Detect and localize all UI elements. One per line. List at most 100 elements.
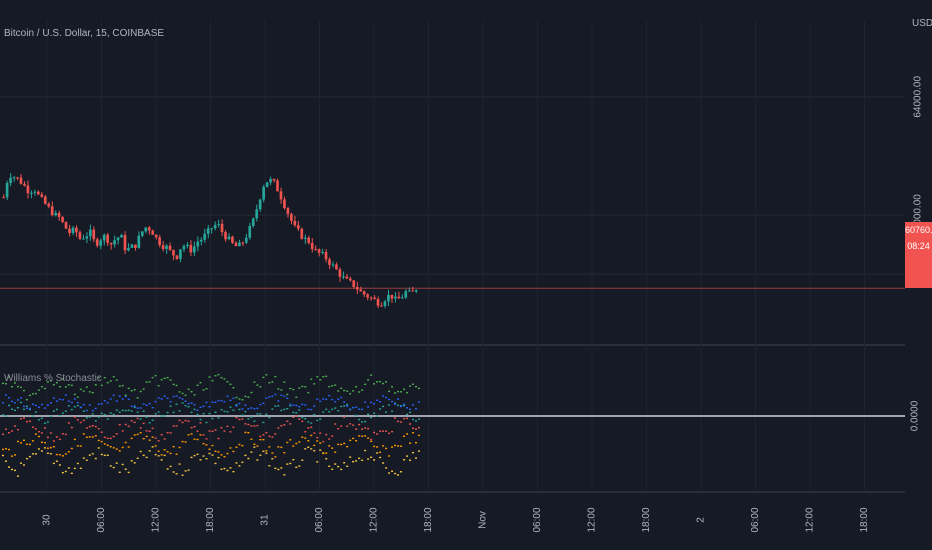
indicator-dot bbox=[349, 393, 352, 395]
indicator-dot bbox=[358, 418, 361, 421]
candle-body bbox=[407, 290, 411, 292]
indicator-dot bbox=[31, 453, 34, 455]
indicator-dot bbox=[343, 405, 346, 407]
candle-body bbox=[12, 177, 16, 179]
indicator-dot bbox=[82, 403, 85, 406]
indicator-dot bbox=[109, 398, 112, 400]
indicator-dot bbox=[145, 381, 148, 383]
indicator-dot bbox=[304, 448, 307, 450]
indicator-dot bbox=[163, 449, 166, 451]
x-tick-label: Nov bbox=[478, 511, 489, 529]
indicator-dot bbox=[40, 403, 43, 406]
indicator-dot bbox=[58, 464, 61, 466]
indicator-dot bbox=[151, 436, 154, 438]
indicator-dot bbox=[100, 403, 103, 405]
indicator-dot bbox=[61, 455, 64, 457]
indicator-dot bbox=[67, 467, 70, 469]
indicator-dot bbox=[19, 462, 22, 464]
indicator-dot bbox=[67, 384, 70, 386]
candle-body bbox=[414, 290, 418, 292]
indicator-dot bbox=[157, 411, 160, 413]
candle-body bbox=[335, 264, 338, 270]
indicator-dot bbox=[133, 389, 136, 391]
indicator-dot bbox=[253, 425, 256, 427]
indicator-dot bbox=[115, 462, 118, 464]
indicator-dot bbox=[91, 413, 94, 415]
indicator-dot bbox=[319, 432, 322, 434]
indicator-dot bbox=[28, 455, 31, 458]
indicator-dot bbox=[58, 386, 61, 388]
indicator-dot bbox=[235, 396, 238, 399]
indicator-dot bbox=[352, 437, 355, 440]
indicator-dot bbox=[223, 430, 226, 432]
indicator-dot bbox=[43, 407, 46, 409]
indicator-dot bbox=[79, 445, 82, 447]
indicator-dot bbox=[106, 437, 109, 440]
indicator-dot bbox=[244, 431, 247, 434]
candle-body bbox=[43, 196, 47, 204]
indicator-dot bbox=[337, 390, 340, 392]
indicator-dot bbox=[397, 398, 400, 400]
indicator-dot bbox=[274, 467, 277, 470]
indicator-dot bbox=[376, 399, 379, 401]
indicator-dot bbox=[82, 419, 85, 422]
candle-body bbox=[134, 244, 137, 248]
indicator-dot bbox=[364, 383, 367, 386]
indicator-dot bbox=[34, 453, 37, 455]
candle-body bbox=[290, 213, 293, 221]
indicator-dot bbox=[28, 420, 31, 422]
candle-body bbox=[366, 294, 369, 298]
indicator-dot bbox=[334, 407, 337, 409]
indicator-dot bbox=[373, 459, 376, 461]
candle-body bbox=[99, 240, 103, 246]
indicator-dot bbox=[256, 459, 259, 461]
indicator-dot bbox=[283, 474, 286, 476]
indicator-dot bbox=[100, 412, 103, 415]
indicator-dot bbox=[370, 440, 373, 443]
indicator-dot bbox=[37, 406, 40, 409]
indicator-dot bbox=[400, 405, 403, 408]
indicator-dot bbox=[331, 435, 334, 437]
indicator-dot bbox=[97, 427, 100, 430]
indicator-dot bbox=[28, 443, 31, 446]
indicator-dot bbox=[301, 416, 304, 419]
indicator-dot bbox=[139, 427, 142, 429]
indicator-dot bbox=[172, 471, 175, 473]
indicator-dot bbox=[310, 378, 313, 380]
indicator-dot bbox=[349, 423, 352, 425]
indicator-dot bbox=[247, 432, 250, 434]
indicator-dot bbox=[73, 406, 76, 408]
indicator-dot bbox=[316, 436, 319, 439]
indicator-dot bbox=[334, 401, 337, 403]
indicator-dot bbox=[148, 403, 151, 405]
indicator-dot bbox=[202, 405, 205, 408]
candle-body bbox=[116, 237, 120, 241]
indicator-dot bbox=[4, 383, 7, 385]
candle-body bbox=[220, 223, 224, 233]
indicator-dot bbox=[217, 456, 220, 459]
indicator-dot bbox=[298, 387, 301, 389]
indicator-dot bbox=[397, 474, 400, 476]
indicator-dot bbox=[130, 410, 133, 412]
indicator-dot bbox=[178, 397, 181, 399]
indicator-dot bbox=[406, 391, 409, 394]
indicator-dot bbox=[352, 424, 355, 426]
indicator-dot bbox=[64, 453, 67, 455]
indicator-dot bbox=[253, 446, 256, 448]
indicator-dot bbox=[373, 403, 376, 405]
indicator-dot bbox=[145, 435, 148, 438]
indicator-dot bbox=[403, 388, 406, 390]
indicator-dot bbox=[148, 381, 151, 383]
indicator-dot bbox=[169, 465, 172, 468]
indicator-dot bbox=[73, 398, 76, 400]
indicator-dot bbox=[49, 446, 52, 449]
candle-body bbox=[92, 229, 96, 240]
candle-body bbox=[95, 239, 99, 246]
indicator-dot bbox=[154, 413, 157, 415]
indicator-dot bbox=[115, 409, 118, 411]
indicator-dot bbox=[256, 424, 259, 427]
indicator-dot bbox=[181, 402, 184, 404]
indicator-dot bbox=[238, 418, 241, 421]
candle-body bbox=[175, 255, 179, 259]
